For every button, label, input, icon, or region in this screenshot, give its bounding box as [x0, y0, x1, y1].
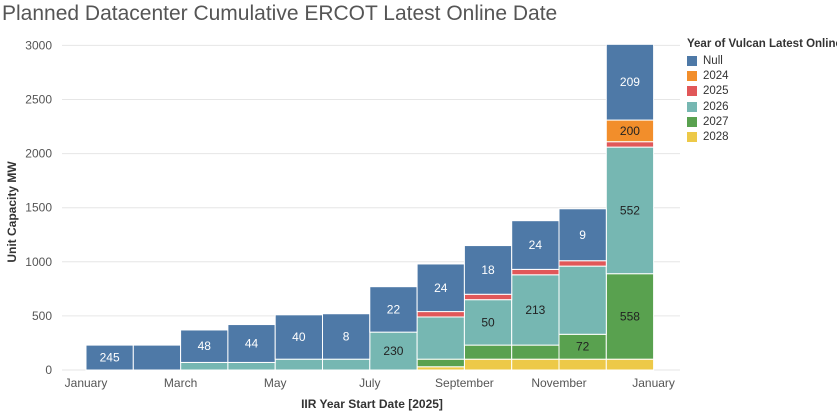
bar-segment-2027-nov	[558, 333, 607, 360]
bar-segment-null-jan	[85, 344, 134, 371]
data-label: 552	[620, 203, 640, 217]
legend: Year of Vulcan Latest Online Null 2024 202…	[687, 38, 837, 145]
data-label: 209	[620, 75, 640, 89]
legend-item-2026[interactable]: 2026	[687, 99, 837, 114]
legend-item-2028[interactable]: 2028	[687, 129, 837, 144]
bar-segment-2026-nov	[558, 265, 607, 335]
legend-items: Null 2024 2025 2026 2027 2028	[687, 53, 837, 145]
x-tick-label: March	[164, 376, 197, 390]
bar-segment-null-feb	[132, 344, 182, 371]
bar-segment-2025-nov	[558, 260, 607, 267]
bar-segment-2027-aug	[416, 358, 465, 368]
legend-swatch	[687, 132, 697, 143]
x-tick-label: July	[359, 376, 380, 390]
bars	[85, 43, 655, 371]
legend-label: 2026	[703, 100, 729, 113]
y-tick-label: 2000	[25, 147, 52, 161]
legend-title: Year of Vulcan Latest Online	[687, 38, 837, 50]
legend-swatch	[687, 116, 697, 127]
bar-segment-null-jun	[322, 313, 371, 360]
bar-segment-null-nov	[558, 208, 607, 262]
data-label: 558	[620, 309, 640, 323]
data-label: 245	[100, 351, 120, 365]
bar-segment-null-jul	[369, 286, 418, 333]
y-tick-label: 3000	[25, 38, 52, 52]
legend-swatch	[687, 86, 697, 97]
x-tick-label: September	[435, 376, 494, 390]
y-tick-label: 1500	[25, 201, 52, 215]
bar-segment-2027-sep	[463, 344, 513, 360]
legend-label: 2024	[703, 69, 729, 82]
chart-title: Planned Datacenter Cumulative ERCOT Late…	[2, 2, 558, 25]
legend-swatch	[687, 55, 697, 66]
x-tick-label: January	[65, 376, 108, 390]
bar-segment-null-oct	[511, 220, 560, 270]
bar-segment-2025-dec	[605, 141, 655, 148]
bar-segment-2026-jul	[369, 331, 418, 371]
data-labels: 245 48 44 40 8 22 230 24 18 50 24 213 9 72 209 200 552 55…	[100, 75, 641, 364]
bar-segment-null-apr	[227, 324, 276, 363]
data-label: 18	[481, 263, 495, 277]
legend-swatch	[687, 101, 697, 112]
bar-segment-2026-aug	[416, 316, 465, 360]
bar-segment-2026-may	[274, 358, 324, 371]
bar-segment-null-sep	[463, 245, 513, 295]
bar-segment-2027-dec	[605, 273, 655, 360]
bar-segment-2028-dec	[605, 358, 655, 371]
x-tick-label: January	[632, 376, 675, 390]
y-tick-label: 2500	[25, 93, 52, 107]
data-label: 22	[387, 302, 401, 316]
legend-label: 2028	[703, 131, 729, 144]
y-tick-label: 1000	[25, 255, 52, 269]
bar-segment-2025-sep	[463, 293, 513, 301]
data-label: 8	[343, 329, 350, 343]
legend-item-2025[interactable]: 2025	[687, 84, 837, 99]
x-axis-label: IIR Year Start Date [2025]	[301, 397, 443, 411]
data-label: 24	[434, 281, 448, 295]
bar-segment-null-dec	[605, 43, 655, 121]
x-tick-label: May	[264, 376, 287, 390]
bar-segment-2026-oct	[511, 274, 560, 346]
legend-item-2024[interactable]: 2024	[687, 68, 837, 83]
legend-item-2027[interactable]: 2027	[687, 114, 837, 129]
legend-label: 2027	[703, 115, 729, 128]
data-label: 9	[579, 228, 586, 242]
data-label: 230	[383, 344, 403, 358]
bar-segment-2026-mar	[180, 361, 229, 371]
data-label: 40	[292, 330, 306, 344]
y-tick-label: 0	[45, 363, 52, 377]
bar-segment-null-aug	[416, 263, 465, 313]
data-label: 48	[198, 339, 212, 353]
x-tick-label: November	[531, 376, 586, 390]
data-label: 50	[481, 315, 495, 329]
data-label: 24	[529, 238, 543, 252]
axes: 0 500 1000 1500 2000 2500 3000 January March May J…	[25, 38, 675, 390]
data-label: 44	[245, 336, 259, 350]
bar-segment-2025-aug	[416, 311, 465, 318]
legend-label: 2025	[703, 85, 729, 98]
bar-segment-2027-oct	[511, 344, 560, 360]
bar-segment-2028-sep	[463, 358, 513, 371]
bar-segment-2025-oct	[511, 268, 560, 276]
bar-segment-2028-oct	[511, 358, 560, 371]
bar-segment-null-mar	[180, 329, 229, 363]
bar-segment-2028-nov	[558, 358, 607, 371]
legend-item-null[interactable]: Null	[687, 53, 837, 68]
legend-swatch	[687, 70, 697, 81]
y-tick-label: 500	[32, 309, 52, 323]
y-axis-label: Unit Capacity MW	[5, 161, 19, 263]
bar-segment-2026-jun	[322, 358, 371, 371]
legend-label: Null	[703, 54, 723, 67]
data-label: 200	[620, 124, 640, 138]
data-label: 72	[576, 340, 590, 354]
data-label: 213	[525, 303, 545, 317]
bar-segment-2026-apr	[227, 361, 276, 371]
